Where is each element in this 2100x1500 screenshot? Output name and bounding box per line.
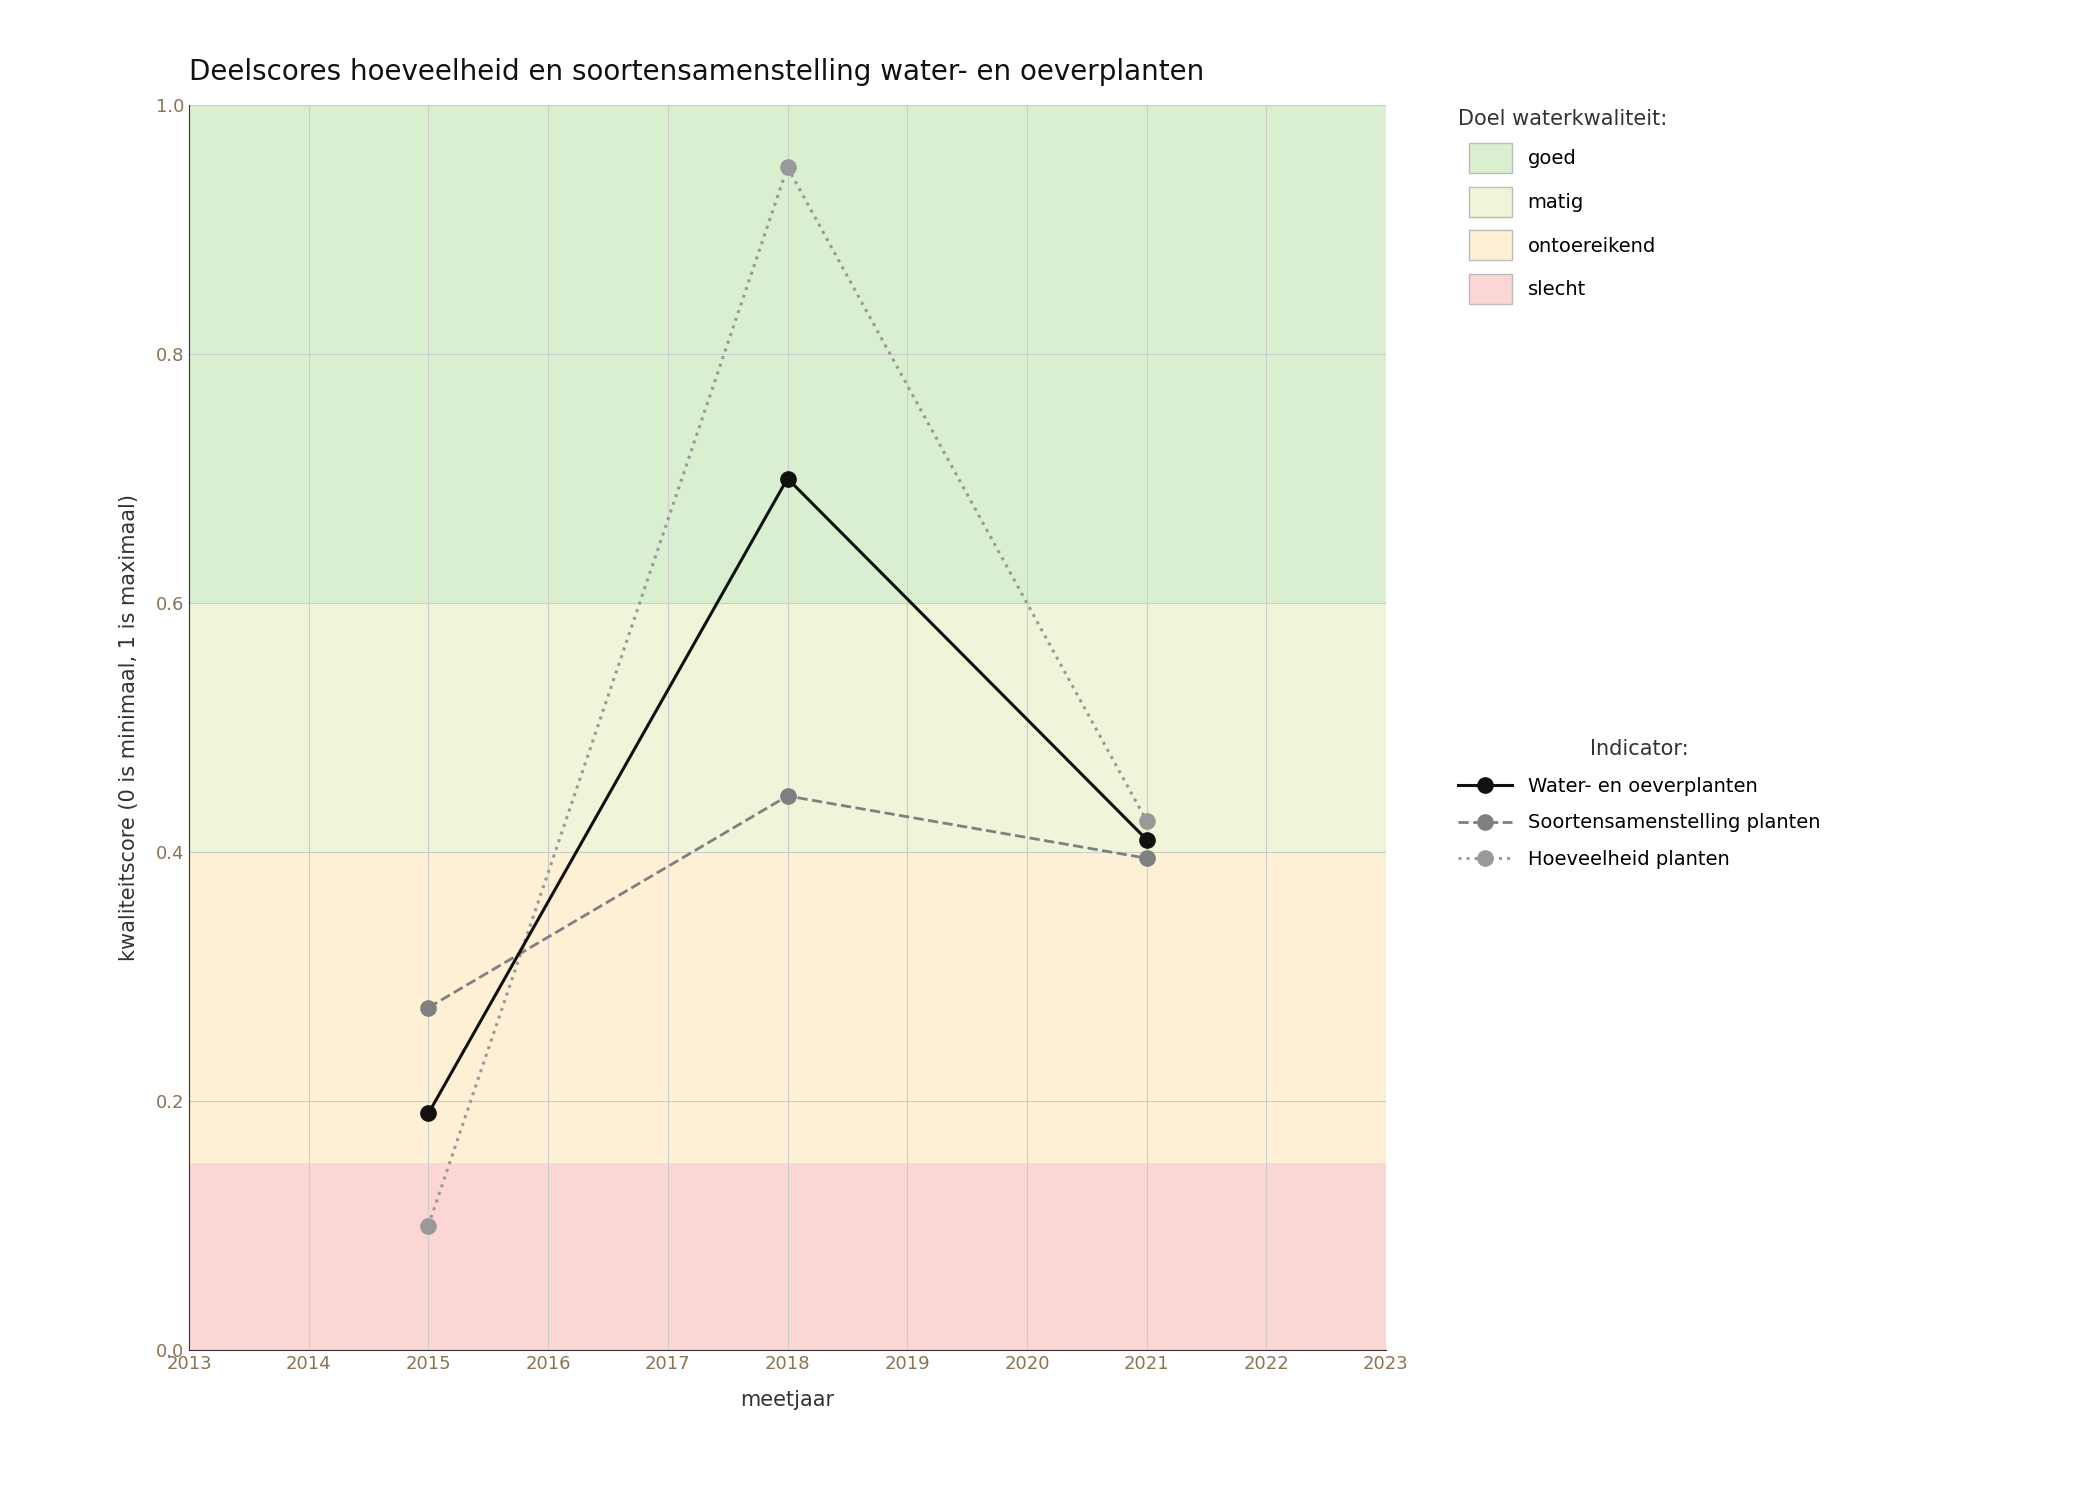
Hoeveelheid planten — [416, 1216, 441, 1234]
Soortensamenstelling planten — [416, 999, 441, 1017]
Y-axis label: kwaliteitscore (0 is minimaal, 1 is maximaal): kwaliteitscore (0 is minimaal, 1 is maxi… — [120, 494, 139, 962]
Bar — [189, 852, 1386, 1164]
Water- en oeverplanten — [775, 470, 800, 488]
Soortensamenstelling planten — [775, 788, 800, 806]
Soortensamenstelling planten — [1134, 849, 1159, 867]
Legend: goed, matig, ontoereikend, slecht: goed, matig, ontoereikend, slecht — [1449, 99, 1678, 314]
Water- en oeverplanten — [1134, 831, 1159, 849]
Hoeveelheid planten — [1134, 812, 1159, 830]
Hoeveelheid planten — [775, 159, 800, 177]
X-axis label: meetjaar: meetjaar — [741, 1389, 834, 1410]
Line: Hoeveelheid planten: Hoeveelheid planten — [420, 159, 1155, 1233]
Bar — [189, 603, 1386, 852]
Line: Soortensamenstelling planten: Soortensamenstelling planten — [420, 789, 1155, 1016]
Bar — [189, 1164, 1386, 1350]
Water- en oeverplanten — [416, 1104, 441, 1122]
Line: Water- en oeverplanten: Water- en oeverplanten — [420, 471, 1155, 1120]
Legend: Water- en oeverplanten, Soortensamenstelling planten, Hoeveelheid planten: Water- en oeverplanten, Soortensamenstel… — [1449, 729, 1831, 879]
Bar — [189, 105, 1386, 603]
Text: Deelscores hoeveelheid en soortensamenstelling water- en oeverplanten: Deelscores hoeveelheid en soortensamenst… — [189, 58, 1203, 86]
